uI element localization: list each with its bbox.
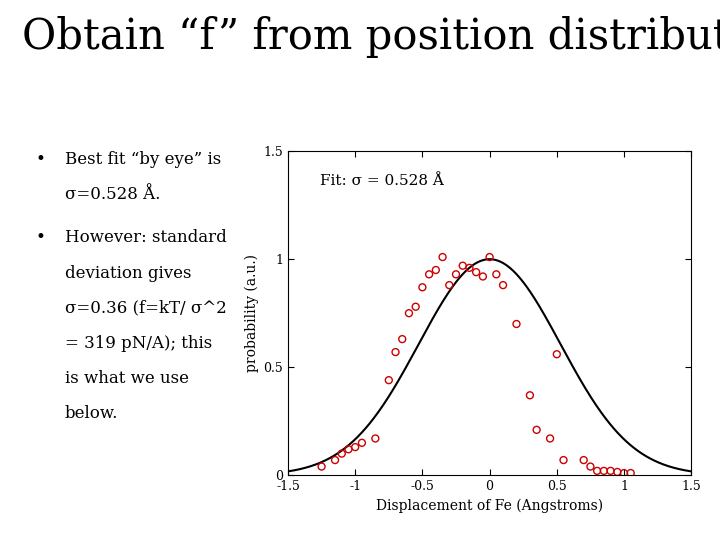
Point — [591, 467, 603, 475]
Point — [349, 443, 361, 451]
Point — [598, 467, 610, 475]
Point — [403, 309, 415, 318]
Point — [444, 281, 455, 289]
Point — [625, 469, 636, 477]
Text: σ=0.36 (f=kT/ σ^2: σ=0.36 (f=kT/ σ^2 — [65, 300, 227, 316]
Point — [484, 253, 495, 261]
Text: Best fit “by eye” is: Best fit “by eye” is — [65, 151, 221, 168]
Text: Obtain “f” from position distribution: Obtain “f” from position distribution — [22, 16, 720, 58]
Point — [329, 456, 341, 464]
Point — [410, 302, 421, 311]
Point — [417, 283, 428, 292]
Text: is what we use: is what we use — [65, 370, 189, 387]
Point — [585, 462, 596, 471]
Point — [457, 261, 469, 270]
Point — [544, 434, 556, 443]
Point — [369, 434, 381, 443]
Text: Fit: σ = 0.528 Å: Fit: σ = 0.528 Å — [320, 174, 444, 188]
Point — [611, 468, 623, 476]
Point — [343, 445, 354, 454]
Point — [531, 426, 542, 434]
Text: σ=0.528 Å.: σ=0.528 Å. — [65, 186, 160, 203]
Point — [390, 348, 401, 356]
Point — [524, 391, 536, 400]
Point — [618, 469, 630, 477]
Point — [336, 449, 348, 458]
Text: •: • — [36, 230, 46, 246]
Point — [470, 268, 482, 276]
Point — [383, 376, 395, 384]
Point — [510, 320, 522, 328]
Point — [578, 456, 590, 464]
Text: = 319 pN/A); this: = 319 pN/A); this — [65, 335, 212, 352]
Point — [558, 456, 570, 464]
Y-axis label: probability (a.u.): probability (a.u.) — [245, 254, 259, 372]
Point — [437, 253, 449, 261]
Point — [430, 266, 441, 274]
Point — [356, 438, 368, 447]
Point — [605, 467, 616, 475]
Point — [498, 281, 509, 289]
Point — [490, 270, 502, 279]
Text: However: standard: However: standard — [65, 230, 227, 246]
Point — [397, 335, 408, 343]
Point — [316, 462, 328, 471]
Text: •: • — [36, 151, 46, 168]
X-axis label: Displacement of Fe (Angstroms): Displacement of Fe (Angstroms) — [376, 498, 603, 513]
Point — [423, 270, 435, 279]
Point — [551, 350, 562, 359]
Text: below.: below. — [65, 405, 118, 422]
Point — [477, 272, 489, 281]
Text: deviation gives: deviation gives — [65, 265, 192, 281]
Point — [464, 264, 475, 272]
Point — [450, 270, 462, 279]
